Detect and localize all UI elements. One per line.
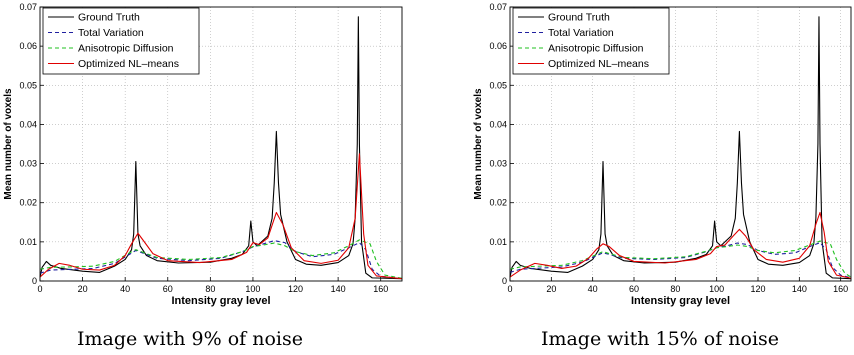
y-tick-label: 0.01 (489, 237, 507, 247)
legend-label: Total Variation (548, 27, 614, 39)
x-tick-label: 120 (750, 284, 765, 294)
y-tick-label: 0.03 (19, 159, 37, 169)
y-tick-label: 0.07 (489, 2, 507, 12)
x-tick-label: 100 (709, 284, 724, 294)
y-tick-label: 0.07 (19, 2, 37, 12)
series-line-optimized-nl-means (39, 153, 403, 280)
x-tick-label: 100 (245, 284, 260, 294)
x-tick-label: 120 (288, 284, 303, 294)
x-tick-label: 60 (629, 284, 639, 294)
y-tick-label: 0.06 (489, 41, 507, 51)
series-line-ground-truth (39, 16, 403, 280)
y-tick-label: 0.03 (489, 159, 507, 169)
y-tick-label: 0.01 (19, 237, 37, 247)
x-tick-label: 40 (120, 284, 130, 294)
y-tick-label: 0.05 (19, 80, 37, 90)
y-tick-label: 0.04 (19, 119, 37, 129)
x-tick-label: 80 (205, 284, 215, 294)
x-tick-label: 60 (163, 284, 173, 294)
y-tick-label: 0.05 (489, 80, 507, 90)
y-tick-label: 0.02 (489, 198, 507, 208)
x-tick-label: 80 (670, 284, 680, 294)
x-tick-label: 0 (507, 284, 512, 294)
x-tick-label: 140 (331, 284, 346, 294)
legend-label: Ground Truth (548, 12, 610, 24)
legend: Ground Truth Total Variation Anisotropic D… (42, 7, 200, 75)
x-tick-label: 40 (588, 284, 598, 294)
x-tick-label: 0 (37, 284, 42, 294)
y-tick-label: 0 (502, 276, 507, 286)
x-tick-label: 140 (792, 284, 807, 294)
y-tick-label: 0.06 (19, 41, 37, 51)
legend-label: Optimized NL–means (548, 58, 649, 70)
y-axis-label: Mean number of voxels (473, 88, 484, 200)
legend-label: Anisotropic Diffusion (548, 43, 644, 55)
caption-right: Image with 15% of noise (540, 328, 780, 350)
x-axis-label: Intensity gray level (171, 295, 270, 307)
y-tick-label: 0.04 (489, 119, 507, 129)
legend: Ground Truth Total Variation Anisotropic D… (512, 7, 670, 75)
series-line-optimized-nl-means (509, 211, 852, 279)
legend-label: Total Variation (78, 27, 144, 39)
x-tick-label: 160 (833, 284, 848, 294)
chart-left: 0 20 40 60 80 100 120 140 160 0 0.01 0.02 0.03 0.04 0.… (3, 2, 403, 307)
series-line-anisotropic-diffusion (39, 239, 403, 279)
y-tick-label: 0.02 (19, 198, 37, 208)
plot-frame (39, 6, 403, 282)
x-tick-label: 20 (78, 284, 88, 294)
chart-right: 0 20 40 60 80 100 120 140 160 0 0.01 0.02 0.03 0.04 0.… (473, 2, 852, 307)
legend-label: Optimized NL–means (78, 58, 179, 70)
y-axis-label: Mean number of voxels (3, 88, 14, 200)
y-tick-label: 0 (32, 276, 37, 286)
x-tick-label: 160 (373, 284, 388, 294)
series-line-anisotropic-diffusion (509, 240, 852, 278)
x-axis-label: Intensity gray level (631, 295, 730, 307)
legend-label: Anisotropic Diffusion (78, 43, 174, 55)
plot-frame (509, 6, 852, 282)
caption-left: Image with 9% of noise (77, 328, 303, 350)
x-tick-label: 20 (546, 284, 556, 294)
legend-label: Ground Truth (78, 12, 140, 24)
